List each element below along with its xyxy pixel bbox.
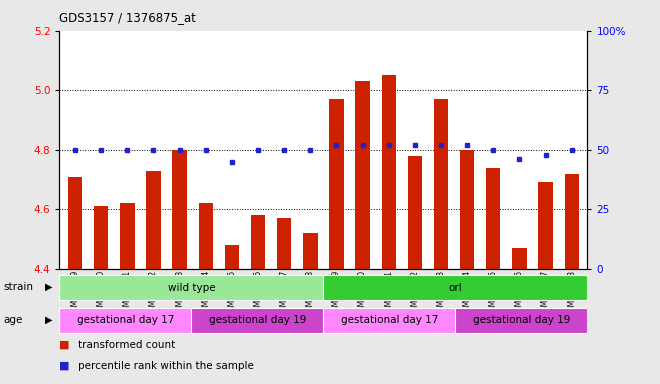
Bar <box>408 156 422 269</box>
Text: ▶: ▶ <box>45 315 52 325</box>
Bar <box>323 275 587 300</box>
Bar <box>486 168 500 269</box>
Text: strain: strain <box>3 282 33 292</box>
Text: gestational day 17: gestational day 17 <box>341 315 438 325</box>
Bar <box>539 182 553 269</box>
Text: age: age <box>3 315 22 325</box>
Bar <box>303 233 317 269</box>
Bar <box>434 99 448 269</box>
Text: wild type: wild type <box>168 283 215 293</box>
Text: gestational day 19: gestational day 19 <box>209 315 306 325</box>
Bar <box>172 150 187 269</box>
Bar <box>251 215 265 269</box>
Bar <box>191 308 323 333</box>
Text: gestational day 17: gestational day 17 <box>77 315 174 325</box>
Bar <box>59 275 323 300</box>
Bar <box>120 204 135 269</box>
Bar <box>224 245 239 269</box>
Bar <box>94 206 108 269</box>
Bar <box>68 177 82 269</box>
Text: gestational day 19: gestational day 19 <box>473 315 570 325</box>
Bar <box>512 248 527 269</box>
Bar <box>277 218 291 269</box>
Text: ▶: ▶ <box>45 282 52 292</box>
Bar <box>147 170 160 269</box>
Text: transformed count: transformed count <box>78 340 175 350</box>
Bar <box>564 174 579 269</box>
Text: GDS3157 / 1376875_at: GDS3157 / 1376875_at <box>59 12 196 25</box>
Text: ■: ■ <box>59 361 70 371</box>
Text: percentile rank within the sample: percentile rank within the sample <box>78 361 253 371</box>
Bar <box>455 308 587 333</box>
Bar <box>356 81 370 269</box>
Text: ■: ■ <box>59 340 70 350</box>
Bar <box>329 99 344 269</box>
Bar <box>199 204 213 269</box>
Text: orl: orl <box>449 283 462 293</box>
Bar <box>460 150 475 269</box>
Bar <box>59 308 191 333</box>
Bar <box>323 308 455 333</box>
Bar <box>381 75 396 269</box>
